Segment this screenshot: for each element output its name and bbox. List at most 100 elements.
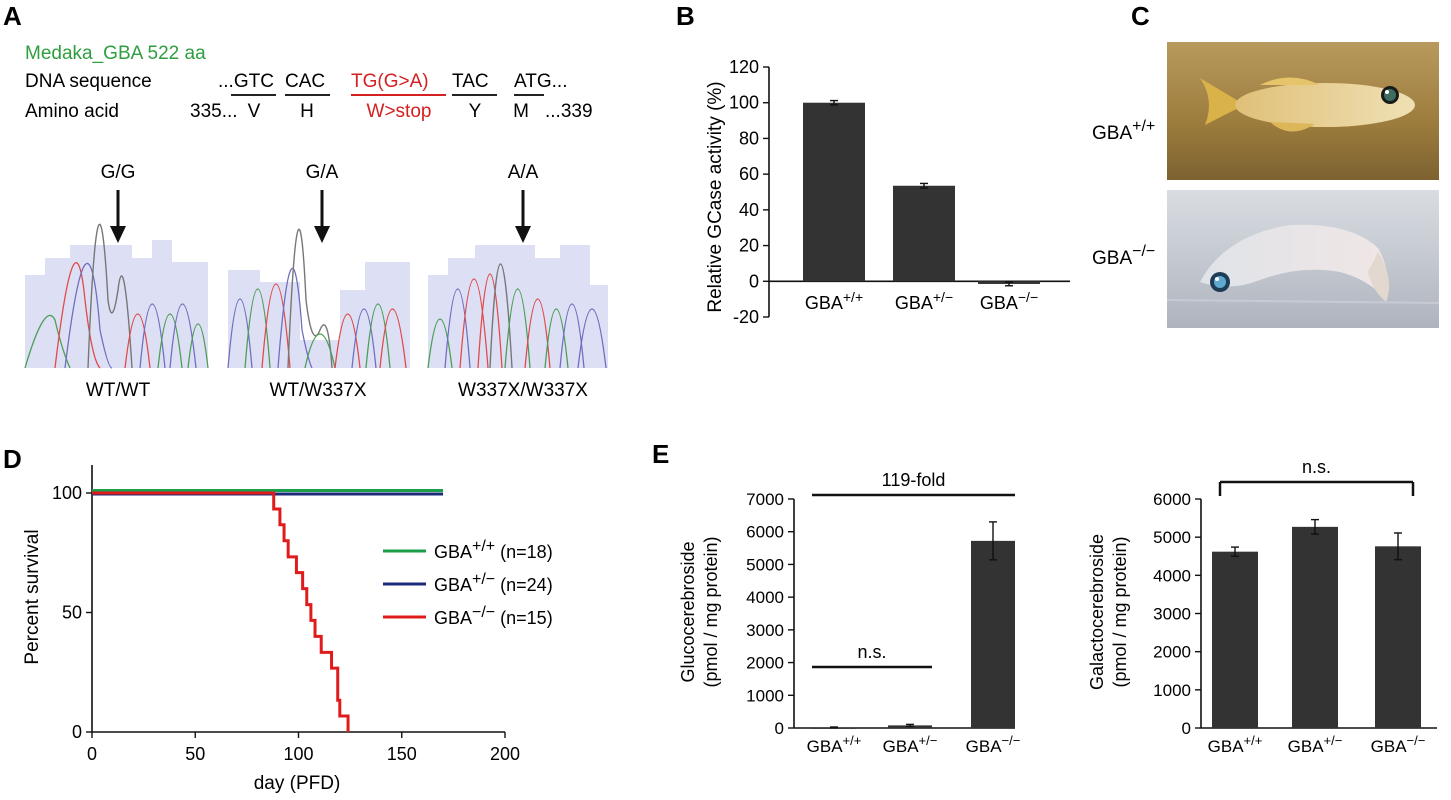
- gene-title: Medaka_GBA 522 aa: [25, 43, 206, 64]
- bar: [893, 185, 955, 282]
- genotype-call-3: A/A: [508, 162, 539, 183]
- panel-label-e: E: [652, 439, 669, 469]
- y-tick-label: 0: [749, 271, 759, 291]
- chromatogram-wt-w337x: [227, 228, 410, 369]
- bar: [1212, 551, 1258, 728]
- d-x-axis-label: day (PFD): [254, 773, 341, 794]
- e2-y-axis-label-2: (pmol / mg protein): [1110, 536, 1130, 687]
- y-tick-label: 0: [1182, 719, 1191, 738]
- significance-label: n.s.: [1302, 457, 1331, 477]
- y-tick-label: 100: [52, 483, 82, 503]
- y-tick-label: 1000: [746, 686, 784, 705]
- amino-acid-row-label: Amino acid: [25, 101, 119, 122]
- category-label: GBA−/−: [980, 289, 1038, 313]
- category-label: GBA+/+: [807, 733, 862, 756]
- y-tick-label: 60: [739, 164, 759, 184]
- category-label: GBA+/+: [805, 289, 863, 313]
- y-tick-label: 4000: [746, 588, 784, 607]
- category-label: GBA+/−: [895, 289, 953, 313]
- y-tick-label: 5000: [746, 555, 784, 574]
- c-genotype-wt: GBA+/+: [1092, 118, 1155, 144]
- fish-photo-wt: [1167, 42, 1439, 180]
- bar: [1292, 526, 1338, 728]
- codon-5: ATG...: [514, 71, 567, 92]
- aa-mutant: W>stop: [367, 101, 432, 122]
- genotype-call-2: G/A: [306, 162, 339, 183]
- category-label: GBA+/+: [1208, 733, 1263, 756]
- genotype-call-1: G/G: [101, 162, 136, 183]
- x-tick-label: 200: [490, 744, 520, 764]
- arrow-down-icon: [314, 190, 330, 243]
- fish-photo-ko: [1166, 190, 1440, 328]
- bar: [1375, 546, 1421, 728]
- y-tick-label: 80: [739, 128, 759, 148]
- panel-e: E Glucocerebroside (pmol / mg protein) G…: [652, 439, 1437, 756]
- e1-y-axis-label-1: Glucocerebroside: [678, 541, 698, 682]
- chromatogram-wt-wt: [24, 223, 209, 369]
- y-tick-label: 3000: [746, 621, 784, 640]
- arrow-down-icon: [515, 190, 531, 243]
- chart-galactocerebroside: 0 1000 2000 3000 4000 5000 6000 GBA+/+ GBA+/− GBA…: [1153, 457, 1437, 756]
- significance-label: 119-fold: [882, 470, 946, 490]
- aa-1: V: [248, 101, 261, 122]
- arrow-down-icon: [110, 190, 126, 243]
- genotype-name-3: W337X/W337X: [458, 380, 588, 401]
- x-tick-label: 150: [387, 744, 417, 764]
- codon-4: TAC: [452, 71, 489, 92]
- y-tick-label: 100: [729, 93, 759, 113]
- x-tick-label: 100: [283, 744, 313, 764]
- d-legend: GBA+/+ (n=18) GBA+/− (n=24) GBA−/− (n=15…: [383, 538, 553, 628]
- category-label: GBA+/−: [1288, 733, 1343, 756]
- chart-gcase-activity: -20 0 20 40 60 80 100 120 GBA+/+ GBA+/− GBA−/−: [729, 57, 1070, 327]
- e1-y-axis-label-2: (pmol / mg protein): [701, 536, 721, 687]
- category-label: GBA+/−: [883, 733, 938, 756]
- c-genotype-ko: GBA−/−: [1092, 243, 1155, 269]
- panel-a: A Medaka_GBA 522 aa DNA sequence Amino a…: [3, 1, 608, 401]
- bar: [803, 102, 865, 282]
- legend-label-het: GBA+/− (n=24): [434, 571, 553, 595]
- y-tick-label: 7000: [746, 490, 784, 509]
- legend-label-wt: GBA+/+ (n=18): [434, 538, 553, 562]
- category-label: GBA−/−: [966, 733, 1021, 756]
- codon-mutant: TG(G>A): [351, 71, 429, 92]
- y-tick-label: 6000: [746, 523, 784, 542]
- series-line: [92, 491, 350, 732]
- chromatogram-w337x-w337x: [427, 245, 608, 369]
- panel-d: D Percent survival day (PFD) 0 50 100 150 20…: [3, 444, 553, 794]
- aa-start: 335...: [190, 101, 238, 122]
- y-tick-label: 4000: [1153, 566, 1191, 585]
- codon-2: CAC: [285, 71, 325, 92]
- genotype-name-1: WT/WT: [86, 380, 151, 401]
- chart-glucocerebroside: 0 1000 2000 3000 4000 5000 6000 7000 GBA+/+ GBA+/…: [746, 470, 1020, 756]
- y-tick-label: 40: [739, 200, 759, 220]
- chart-survival: 0 50 100 150 200 0 50 100: [52, 465, 520, 764]
- significance-label: n.s.: [857, 642, 886, 662]
- y-tick-label: 0: [72, 722, 82, 742]
- b-y-axis-label: Relative GCase activity (%): [705, 81, 726, 312]
- dna-sequence-row-label: DNA sequence: [25, 71, 152, 92]
- genotype-name-2: WT/W337X: [269, 380, 366, 401]
- bar: [971, 540, 1015, 728]
- aa-2: H: [300, 101, 314, 122]
- y-tick-label: 0: [775, 719, 784, 738]
- x-tick-label: 50: [185, 744, 205, 764]
- panel-label-b: B: [676, 1, 695, 31]
- y-tick-label: 20: [739, 236, 759, 256]
- aa-4: Y: [469, 101, 482, 122]
- y-tick-label: 5000: [1153, 528, 1191, 547]
- codon-1: ...GTC: [218, 71, 274, 92]
- y-tick-label: 6000: [1153, 490, 1191, 509]
- legend-label-ko: GBA−/− (n=15): [434, 604, 553, 628]
- y-tick-label: 2000: [746, 654, 784, 673]
- panel-label-a: A: [3, 1, 22, 31]
- panel-c: C GBA+/+ GBA−/−: [1092, 1, 1440, 328]
- aa-5: M: [513, 101, 529, 122]
- y-tick-label: 1000: [1153, 681, 1191, 700]
- x-tick-label: 0: [87, 744, 97, 764]
- e2-y-axis-label-1: Galactocerebroside: [1087, 534, 1107, 690]
- y-tick-label: 50: [62, 603, 82, 623]
- y-tick-label: 120: [729, 57, 759, 77]
- aa-end: ...339: [545, 101, 593, 122]
- panel-label-c: C: [1131, 1, 1150, 31]
